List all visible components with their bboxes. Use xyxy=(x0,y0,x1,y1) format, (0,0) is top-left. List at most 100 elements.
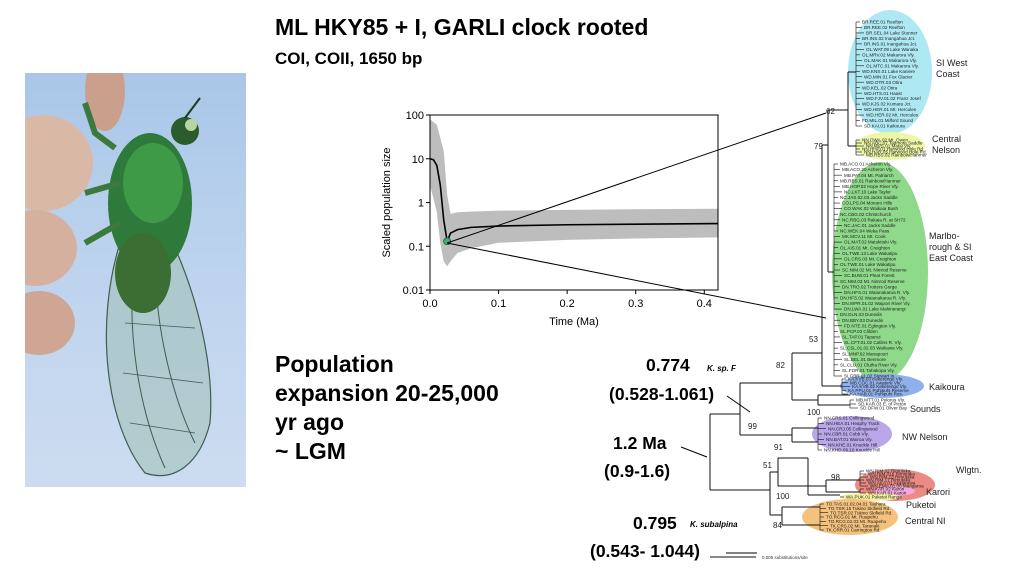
tip-label: NN.MVS.01 Matai Vly. xyxy=(866,144,911,149)
tip-label: WN.AKA.01 Akatarawa xyxy=(868,481,916,486)
tip-label: OL.MRV.02 Makarora Vly. xyxy=(862,52,915,57)
tip-label: SI.GBR.01.02 Stewart Is. xyxy=(844,374,895,379)
tip-label: DN.HFS.01 Waianakarua R. Vly. xyxy=(844,290,910,295)
tip-label: WD.HER.01 Mt. Hercules xyxy=(864,107,917,112)
hpd-band xyxy=(430,119,718,267)
y-tick-label: 1 xyxy=(418,198,424,210)
clade-blob-nw-nelson xyxy=(812,416,892,452)
population-line-1: Population xyxy=(275,351,394,377)
tip-label: SD.KAR.03 E. of Picton xyxy=(858,402,907,407)
tip-label: TO.TSR.02 Tukino Skifield Rd. xyxy=(830,510,892,515)
tip-label: WD.KEL.02 Otira xyxy=(862,85,898,90)
estimate-k-sp-f-label: K. sp. F xyxy=(707,364,736,373)
tip-label: MB.HOP.02 Hope River Vly. xyxy=(842,184,899,189)
tip-label: OL.WAT.09 Lake Wanaka xyxy=(866,47,919,52)
tip-label: OL.MTC.01 Makarora Vly. xyxy=(866,63,919,68)
pointer-k-sp-f xyxy=(726,395,751,413)
tip-label: WN.RIM.13 Rimutaka xyxy=(870,475,915,480)
tip-label: SC.BUW.01 Pleat Forest xyxy=(844,273,895,278)
tip-label: SD.KAI.01 Kaikoura xyxy=(864,124,905,129)
clade-label-line: Nelson xyxy=(932,145,961,155)
tip-label: TK.CRR.01 Carrington Rd. xyxy=(826,528,881,533)
y-tick-label: 100 xyxy=(406,110,424,122)
clade-label-line: East Coast xyxy=(929,253,974,263)
tip-label: NC.WEK.04 Weka Pass xyxy=(840,229,890,234)
y-tick-label: 10 xyxy=(412,154,424,166)
tip-label: BR.INS.02 Inangahua Jct. xyxy=(862,36,915,41)
tip-label: NN.HHP.01 Harwood Hole Rd. xyxy=(862,147,924,152)
clade-label-line: SI West xyxy=(936,58,968,68)
slide-subtitle: COI, COII, 1650 bp xyxy=(275,49,423,68)
x-tick-label: 0.4 xyxy=(697,298,712,310)
tip-label: NN.HEA.01 Heaphy Track xyxy=(826,421,880,426)
support-value: 82 xyxy=(776,361,785,370)
clade-label-central-ni: Central NI xyxy=(905,516,946,526)
tip-label: KA.HAB.01 Puhipuhi Res. xyxy=(850,392,903,397)
tip-label: WD.MIN.01 Fox Glacier xyxy=(864,74,913,79)
tip-label: NN.CRS.01 Collingwood xyxy=(824,416,875,421)
clade-label-line: Coast xyxy=(936,69,960,79)
tip-label: NN.HAR.05 Harwood Hole Rd. xyxy=(864,150,927,155)
y-axis-label: Scaled population size xyxy=(381,147,393,257)
tip-label: OL.MAT.02 Matukituki Vly. xyxy=(844,240,897,245)
support-value: 91 xyxy=(774,443,783,452)
tree-branches xyxy=(709,71,860,526)
tip-label: OL.TWE.13 Lake Wakatipu xyxy=(842,251,898,256)
tip-label: SL.CFT.01.02 Catlins R. Vly. xyxy=(844,340,902,345)
estimate-root-ci: (0.9-1.6) xyxy=(604,461,671,481)
x-tick-label: 0.0 xyxy=(422,298,437,310)
tip-label: NN.ABC.07 Tadmore Saddle xyxy=(864,141,923,146)
estimate-k-sp-f-ci: (0.528-1.061) xyxy=(609,384,715,404)
clade-label-karori: Karori xyxy=(926,487,951,497)
clade-label-line: Central xyxy=(932,134,962,144)
clade-blob-kaikoura xyxy=(840,374,924,398)
x-tick-label: 0.3 xyxy=(628,298,643,310)
clade-blob-marlborough xyxy=(832,162,928,382)
tip-label: SL.FOR.01 Tahakopa Vly. xyxy=(842,368,895,373)
support-value: 84 xyxy=(773,521,782,530)
clade-blob-puketoi xyxy=(840,493,900,501)
tip-label: WD.KNS.01 Lake Kaniere xyxy=(862,69,916,74)
clade-label-west-coast: SI West Coast xyxy=(936,58,967,80)
support-value: 79 xyxy=(814,142,823,151)
tip-label: WN.KAR.01 Karori xyxy=(868,491,906,496)
slide-title: ML HKY85 + I, GARLI clock rooted xyxy=(275,14,649,40)
clade-blob-west-coast xyxy=(848,10,932,134)
tip-label: SL.CSL.01.02.03 Waikawa Vly. xyxy=(840,346,903,351)
tip-label: WN.EMA.01.06 Mangaroa xyxy=(870,484,924,489)
median-line xyxy=(429,157,719,245)
tip-label: WN.RIM.17 Rimutaka xyxy=(866,478,911,483)
estimate-k-sp-f-value: 0.774 xyxy=(646,355,690,375)
support-value: 62 xyxy=(826,107,835,116)
estimate-k-subalpina-ci: (0.543- 1.044) xyxy=(590,541,700,561)
tip-label: SC.NIM.02 Mt. Nimrod Reserve xyxy=(842,268,907,273)
skyline-plot: 0.01 0.1 1 10 100 0.0 0.1 0.2 0.3 0.4 Time (Ma) Sca… xyxy=(381,110,719,328)
population-line-3: yr ago xyxy=(275,409,345,435)
connector-line-lower xyxy=(446,242,827,319)
population-line-2: expansion 20-25,000 xyxy=(275,380,499,406)
tip-label: SD.OFW.01 Oliver Bay xyxy=(860,406,908,411)
tip-label: CO.LPS.04 Monaro Hills xyxy=(842,201,893,206)
tip-label: MB.PAT.04 Mt. Patriarch xyxy=(844,173,894,178)
tip-label: NN.BAT.01 Wairoa Vly. xyxy=(826,437,873,442)
clade-label-nw-nelson: NW Nelson xyxy=(902,432,948,442)
tip-label: DN.LWA.01 Lake Mahinerangi xyxy=(844,307,906,312)
tip-label: MB.RBS.02 Rainbow/Hanmer xyxy=(866,153,927,158)
tip-label: NC.LKT.10 Lake Taylor xyxy=(844,189,891,194)
tip-label: DN.WPR.01.02 Waipori River Vly. xyxy=(842,301,911,306)
tip-label: DN.GLN.03 Dunedin xyxy=(840,312,883,317)
tip-label: WA.PUK.01 Puketoi Range xyxy=(846,495,902,500)
x-tick-label: 0.1 xyxy=(491,298,506,310)
tip-label: KA.KVB.02 Kekerengu Vly. xyxy=(852,384,907,389)
tip-label: MK.MCV.11 Mt. Cook xyxy=(842,234,886,239)
population-expansion-text: Population expansion 20-25,000 yr ago ~ … xyxy=(275,350,499,466)
cicada-photo xyxy=(25,73,246,487)
tip-label: NN.KHD.09.10 Knuckle Hill xyxy=(824,448,880,453)
tip-label: NC.RBG.03 Rakaia R. at SH72 xyxy=(842,217,906,222)
clade-label-wellington: Wlgtn. xyxy=(956,465,982,475)
tip-label: OL.MAK.01 Makarora Vly. xyxy=(864,58,917,63)
population-line-4: ~ LGM xyxy=(275,438,346,464)
support-value: 100 xyxy=(807,408,821,417)
clade-blob-wellington xyxy=(855,469,935,501)
